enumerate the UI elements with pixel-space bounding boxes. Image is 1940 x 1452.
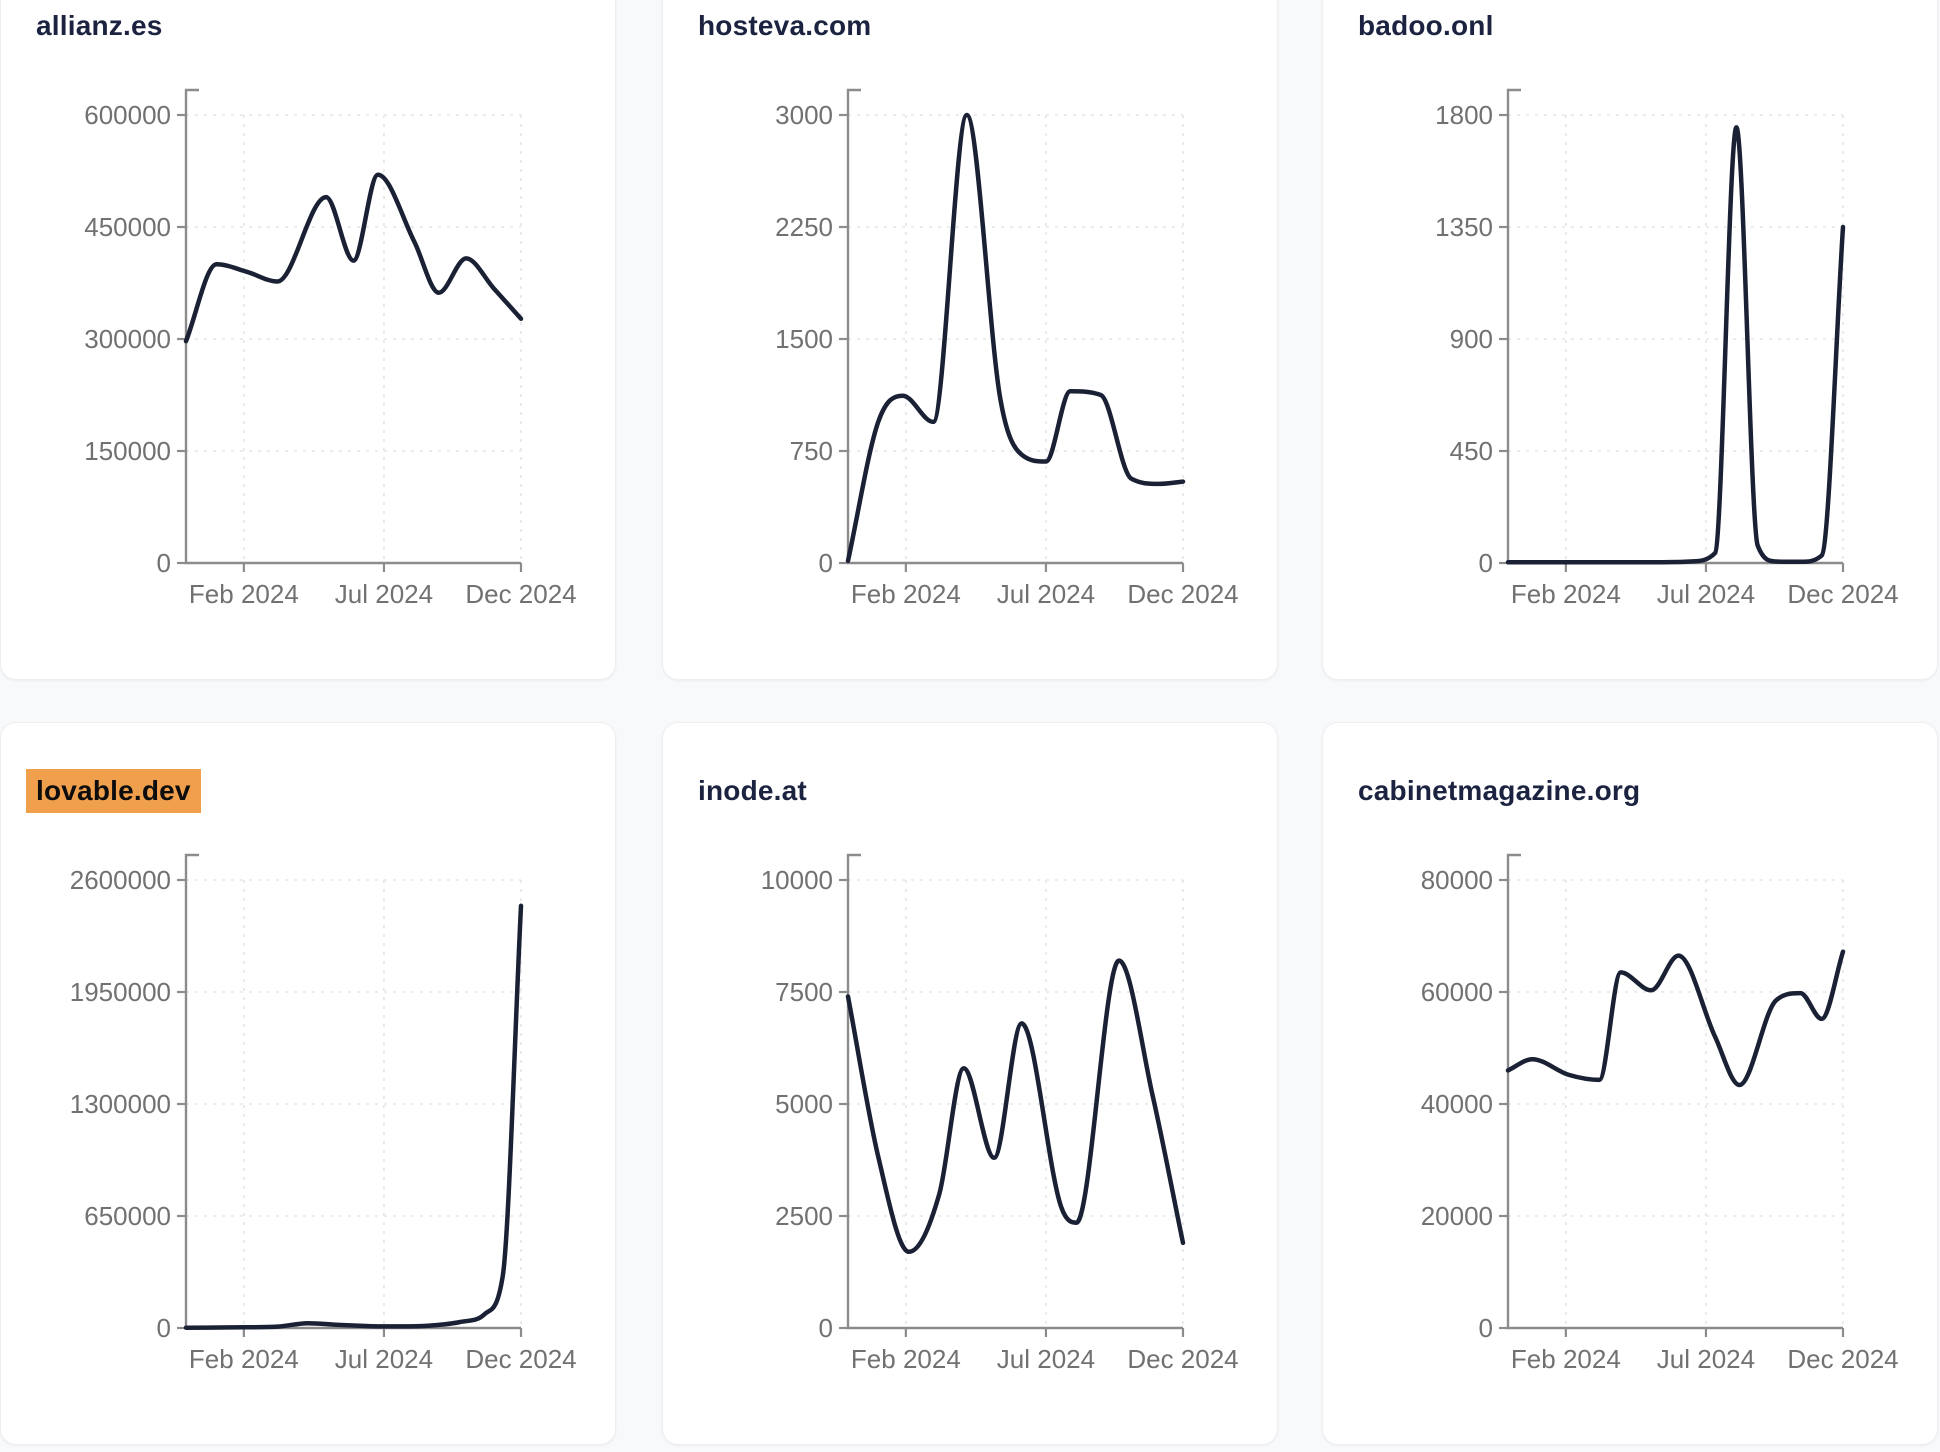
y-tick-label: 0 — [1479, 1313, 1493, 1343]
y-tick-label: 900 — [1450, 324, 1493, 354]
y-tick-label: 5000 — [775, 1089, 833, 1119]
y-tick-label: 450 — [1450, 436, 1493, 466]
x-tick-label: Feb 2024 — [1511, 579, 1621, 609]
y-tick-label: 2500 — [775, 1201, 833, 1231]
chart-card: badoo.onl 1800 1350 900 450 0 Feb 2024 Jul 202… — [1322, 0, 1938, 680]
x-tick-label: Dec 2024 — [1127, 579, 1238, 609]
traffic-line-chart: 600000 450000 300000 150000 0 Feb 2024 Jul 202… — [84, 88, 577, 609]
y-tick-label: 0 — [819, 548, 833, 578]
series-line — [183, 172, 524, 344]
y-tick-label: 3000 — [775, 100, 833, 130]
chart-title: cabinetmagazine.org — [1358, 775, 1641, 806]
y-tick-label: 60000 — [1421, 977, 1493, 1007]
x-tick-label: Feb 2024 — [851, 579, 961, 609]
chart-title-highlighted: lovable.dev — [26, 769, 201, 813]
y-tick-label: 1500 — [775, 324, 833, 354]
chart-card: cabinetmagazine.org 80000 60000 40000 20000… — [1322, 722, 1938, 1445]
y-tick-label: 1300000 — [70, 1089, 171, 1119]
chart-card: lovable.dev 2600000 1950000 1300000 650000 0… — [0, 722, 616, 1445]
x-tick-label: Dec 2024 — [465, 579, 576, 609]
axis — [846, 88, 1183, 565]
traffic-line-chart: 3000 2250 1500 750 0 Feb 2024 Jul 2024 Dec 2024 — [775, 88, 1239, 609]
traffic-line-chart: 1800 1350 900 450 0 Feb 2024 Jul 2024 Dec 2024 — [1435, 88, 1899, 609]
chart-title: allianz.es — [36, 10, 163, 41]
y-tick-label: 80000 — [1421, 865, 1493, 895]
y-tick-label: 10000 — [761, 865, 833, 895]
x-tick-label: Jul 2024 — [335, 1344, 433, 1374]
y-tick-label: 0 — [819, 1313, 833, 1343]
y-tick-label: 0 — [1479, 548, 1493, 578]
x-tick-label: Dec 2024 — [1127, 1344, 1238, 1374]
x-tick-label: Jul 2024 — [335, 579, 433, 609]
x-tick-label: Jul 2024 — [1657, 579, 1755, 609]
y-tick-label: 7500 — [775, 977, 833, 1007]
y-tick-label: 2250 — [775, 212, 833, 242]
chart-card: hosteva.com 3000 2250 1500 750 0 Feb 2024 Jul … — [662, 0, 1278, 680]
y-tick-label: 1950000 — [70, 977, 171, 1007]
y-tick-label: 450000 — [84, 212, 171, 242]
chart-title: badoo.onl — [1358, 10, 1494, 41]
series-line — [1505, 125, 1846, 565]
y-tick-label: 300000 — [84, 324, 171, 354]
x-tick-label: Jul 2024 — [1657, 1344, 1755, 1374]
chart-card: allianz.es 600000 450000 300000 150000 0 Feb … — [0, 0, 616, 680]
y-tick-label: 600000 — [84, 100, 171, 130]
y-tick-label: 20000 — [1421, 1201, 1493, 1231]
x-tick-label: Feb 2024 — [189, 1344, 299, 1374]
x-tick-label: Feb 2024 — [851, 1344, 961, 1374]
traffic-line-chart: 80000 60000 40000 20000 0 Feb 2024 Jul 2024 Dec… — [1421, 853, 1899, 1374]
y-tick-label: 150000 — [84, 436, 171, 466]
axis — [846, 853, 1183, 1330]
y-tick-label: 1350 — [1435, 212, 1493, 242]
axis — [1506, 853, 1843, 1330]
series-line — [845, 112, 1186, 564]
y-tick-label: 0 — [157, 548, 171, 578]
y-tick-label: 1800 — [1435, 100, 1493, 130]
x-tick-label: Dec 2024 — [1787, 1344, 1898, 1374]
x-tick-label: Feb 2024 — [189, 579, 299, 609]
y-tick-label: 0 — [157, 1313, 171, 1343]
x-tick-label: Jul 2024 — [997, 579, 1095, 609]
axis — [184, 853, 521, 1330]
y-tick-label: 650000 — [84, 1201, 171, 1231]
x-tick-label: Feb 2024 — [1511, 1344, 1621, 1374]
chart-card: inode.at 10000 7500 5000 2500 0 Feb 2024 Jul 2… — [662, 722, 1278, 1445]
x-tick-label: Dec 2024 — [1787, 579, 1898, 609]
x-tick-label: Jul 2024 — [997, 1344, 1095, 1374]
x-tick-label: Dec 2024 — [465, 1344, 576, 1374]
series-line — [845, 958, 1186, 1255]
series-line — [1505, 949, 1846, 1088]
y-tick-label: 2600000 — [70, 865, 171, 895]
series-line — [183, 903, 524, 1330]
axis — [184, 88, 521, 565]
chart-title: hosteva.com — [698, 10, 872, 41]
y-tick-label: 750 — [790, 436, 833, 466]
traffic-line-chart: 2600000 1950000 1300000 650000 0 Feb 2024 Jul … — [70, 853, 577, 1374]
chart-title: inode.at — [698, 775, 807, 806]
y-tick-label: 40000 — [1421, 1089, 1493, 1119]
traffic-line-chart: 10000 7500 5000 2500 0 Feb 2024 Jul 2024 Dec 20… — [761, 853, 1239, 1374]
axis — [1506, 88, 1843, 565]
